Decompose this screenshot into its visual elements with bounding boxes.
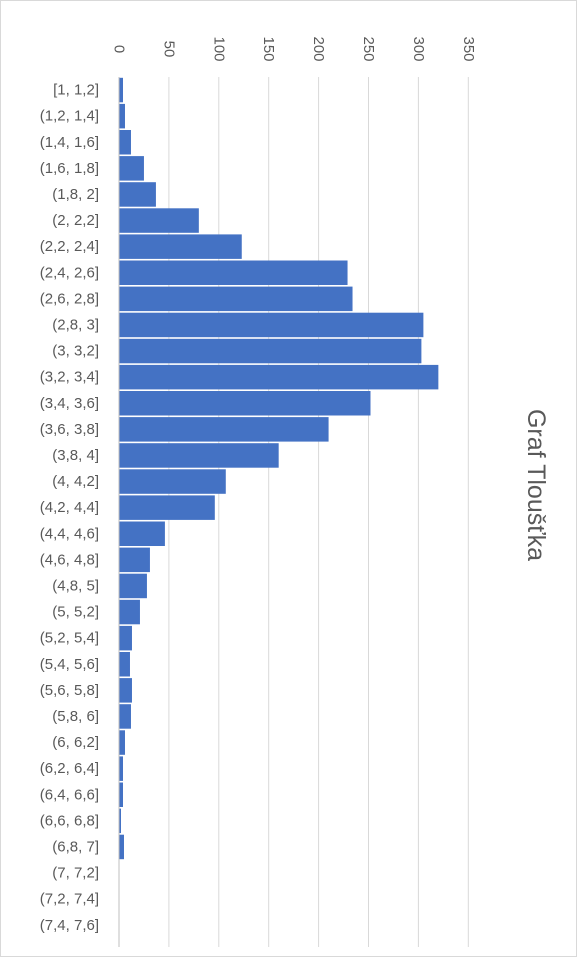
chart-title: Graf Tloušťka <box>522 409 550 561</box>
value-tick-label: 0 <box>111 45 128 53</box>
value-tick-label: 100 <box>210 36 227 61</box>
bar <box>119 338 422 364</box>
category-label: (3, 3,2] <box>52 343 99 360</box>
category-label: (2, 2,2] <box>52 212 99 229</box>
category-label: (1,6, 1,8] <box>40 160 99 177</box>
category-label: (1,4, 1,6] <box>40 134 99 151</box>
bar <box>119 417 329 442</box>
bar <box>119 391 371 416</box>
bar <box>119 130 131 155</box>
value-tick-label: 200 <box>310 36 327 61</box>
bar <box>119 521 165 546</box>
category-label: (6,6, 6,8] <box>40 812 99 829</box>
category-label: (1,2, 1,4] <box>40 108 99 125</box>
category-label: (7, 7,2] <box>52 865 99 882</box>
bar <box>119 312 424 338</box>
category-label: (2,4, 2,6] <box>40 264 99 281</box>
category-label: (3,2, 3,4] <box>40 369 99 386</box>
bar <box>119 156 144 181</box>
bar <box>119 103 125 129</box>
category-label: (3,6, 3,8] <box>40 421 99 438</box>
category-label: (6,2, 6,4] <box>40 760 99 777</box>
category-labels: [1, 1,2] (1,2, 1,4] (1,4, 1,6] (1,6, 1,8] (1… <box>40 82 99 934</box>
bar <box>119 652 130 677</box>
category-label: (2,6, 2,8] <box>40 290 99 307</box>
value-tick-label: 300 <box>410 36 427 61</box>
category-label: (6, 6,2] <box>52 734 99 751</box>
category-label: (4,2, 4,4] <box>40 499 99 516</box>
bar <box>119 678 132 703</box>
category-label: (5,8, 6] <box>52 708 99 725</box>
bar <box>119 704 131 729</box>
category-label: [1, 1,2] <box>53 82 99 99</box>
bar <box>119 286 353 312</box>
category-label: (7,4, 7,6] <box>40 917 99 934</box>
bar <box>119 756 123 781</box>
bars <box>119 77 439 860</box>
category-label: (2,2, 2,4] <box>40 238 99 255</box>
bar <box>119 573 147 599</box>
bar <box>119 469 226 494</box>
category-label: (5, 5,2] <box>52 604 99 621</box>
category-label: (6,8, 7] <box>52 838 99 855</box>
value-tick-label: 150 <box>260 36 277 61</box>
bar <box>119 782 123 807</box>
category-label: (4,6, 4,8] <box>40 551 99 568</box>
value-tick-label: 350 <box>460 36 477 61</box>
gridlines <box>168 77 469 947</box>
category-label: (5,2, 5,4] <box>40 630 99 647</box>
category-label: (5,4, 5,6] <box>40 656 99 673</box>
category-label: (4, 4,2] <box>52 473 99 490</box>
category-label: (6,4, 6,6] <box>40 786 99 803</box>
bar <box>119 234 242 259</box>
bar <box>119 260 348 285</box>
bar <box>119 443 279 468</box>
category-label: (7,2, 7,4] <box>40 891 99 908</box>
value-axis-tick-labels: 0 50 100 150 200 250 300 350 <box>111 36 477 61</box>
bar <box>119 730 125 755</box>
category-label: (3,4, 3,6] <box>40 395 99 412</box>
category-label: (3,8, 4] <box>52 447 99 464</box>
category-label: (1,8, 2] <box>52 186 99 203</box>
bar <box>119 495 215 520</box>
bar <box>119 834 124 860</box>
category-label: (4,8, 5] <box>52 577 99 594</box>
bar <box>119 77 123 103</box>
category-label: (4,4, 4,6] <box>40 525 99 542</box>
bar <box>119 808 121 834</box>
value-tick-label: 250 <box>360 36 377 61</box>
bar <box>119 208 199 233</box>
category-label: (2,8, 3] <box>52 316 99 333</box>
bar <box>119 182 156 207</box>
value-tick-label: 50 <box>160 41 177 58</box>
category-label: (5,6, 5,8] <box>40 682 99 699</box>
bar <box>119 364 439 390</box>
bar <box>119 547 150 573</box>
bar <box>119 599 140 625</box>
bar <box>119 625 132 651</box>
